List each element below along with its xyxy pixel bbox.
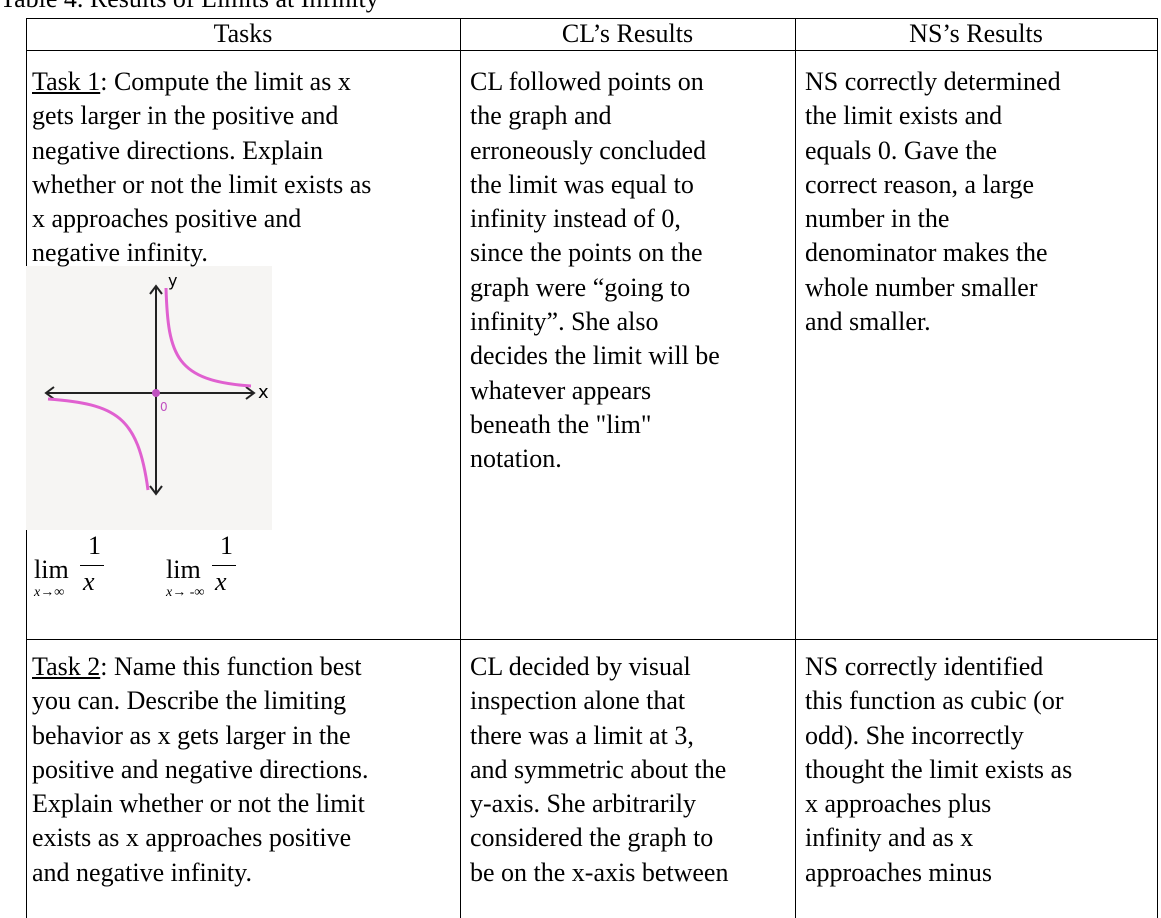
caption: Table 4. Results of Limits at Infinity [0, 0, 379, 14]
line: beneath the "lim" [470, 409, 652, 439]
line: infinity instead of 0, [470, 204, 681, 234]
line: exists as x approaches positive [32, 821, 368, 855]
text: you can. Describe the limiting [32, 686, 347, 716]
cell: CL followed points on the graph and errone… [470, 65, 720, 477]
text: : Name this function best [100, 652, 362, 681]
line: Task 1: Compute the limit as x [32, 65, 371, 99]
line: notation. [470, 444, 562, 474]
line: CL followed points on [470, 67, 704, 96]
line: Task 2: Name this function best [32, 650, 368, 684]
cell: NS correctly determined the limit exists … [805, 65, 1061, 339]
text: Explain whether or not the limit [32, 789, 365, 819]
header: NS’s Results [909, 19, 1043, 48]
line: thought the limit exists as [805, 754, 1073, 784]
fraction-bar [80, 565, 104, 566]
line: negative directions. Explain [32, 134, 371, 168]
line: NS correctly identified [805, 652, 1044, 681]
line: the limit was equal to [470, 169, 694, 199]
text: positive and negative directions. [32, 754, 369, 784]
line: y-axis. She arbitrarily [470, 789, 696, 819]
line: there was a limit at 3, [470, 720, 694, 750]
line: whole number smaller [805, 272, 1038, 302]
math-den: x [83, 567, 95, 596]
text: and negative infinity. [32, 857, 252, 887]
axis-label: y [168, 271, 177, 290]
rule [26, 639, 1158, 640]
math-lim: lim [34, 555, 69, 584]
line: denominator makes the [805, 238, 1048, 268]
rule [460, 18, 461, 918]
math-sub: x→ -∞ [166, 585, 205, 600]
cell: Task 2: Name this function best you can. … [32, 650, 368, 890]
cell: CL decided by visual inspection alone tha… [470, 650, 728, 890]
math-den: x [215, 567, 227, 596]
text: negative directions. Explain [32, 135, 323, 165]
cell: NS correctly identified this function as … [805, 650, 1072, 890]
text: whether or not the limit exists as [32, 169, 372, 199]
line: number in the [805, 204, 950, 234]
fraction-bar [212, 565, 236, 566]
header: CL’s Results [561, 19, 694, 48]
line: odd). She incorrectly [805, 720, 1024, 750]
header: Tasks [213, 19, 273, 48]
cell: Task 1: Compute the limit as x gets large… [32, 65, 371, 271]
line: you can. Describe the limiting [32, 684, 368, 718]
line: since the points on the [470, 238, 703, 268]
rule [1157, 18, 1158, 918]
line: considered the graph to [470, 823, 714, 853]
math-num: 1 [88, 531, 101, 560]
line: this function as cubic (or [805, 686, 1064, 716]
text: behavior as x gets larger in the [32, 720, 351, 750]
rule [795, 18, 796, 918]
line: negative infinity. [32, 236, 371, 270]
rule [26, 50, 1158, 51]
line: whether or not the limit exists as [32, 168, 371, 202]
line: Explain whether or not the limit [32, 787, 368, 821]
axis-label: 0 [160, 400, 168, 414]
rule [26, 18, 1158, 19]
line: approaches minus [805, 857, 993, 887]
line: graph were “going to [470, 272, 691, 302]
line: the limit exists and [805, 101, 1003, 131]
line: NS correctly determined [805, 67, 1061, 96]
line: equals 0. Gave the [805, 135, 998, 165]
task-label: Task 2 [32, 652, 101, 681]
line: x approaches plus [805, 789, 992, 819]
axis-label: x [258, 382, 269, 403]
line: whatever appears [470, 375, 652, 405]
line: decides the limit will be [470, 341, 720, 371]
line: gets larger in the positive and [32, 99, 371, 133]
line: infinity and as x [805, 823, 974, 853]
line: the graph and [470, 101, 612, 131]
line: and symmetric about the [470, 754, 727, 784]
line: and negative infinity. [32, 856, 368, 890]
text: gets larger in the positive and [32, 101, 339, 131]
line: x approaches positive and [32, 202, 371, 236]
line: infinity”. She also [470, 307, 659, 337]
line: be on the x-axis between [470, 857, 729, 887]
line: behavior as x gets larger in the [32, 719, 368, 753]
line: CL decided by visual [470, 652, 691, 681]
line: inspection alone that [470, 686, 686, 716]
text: x approaches positive and [32, 204, 302, 234]
math-num: 1 [220, 531, 233, 560]
line: positive and negative directions. [32, 753, 368, 787]
line: correct reason, a large [805, 169, 1035, 199]
math-sub: x→∞ [34, 585, 65, 600]
text: negative infinity. [32, 238, 208, 268]
math-lim: lim [166, 555, 201, 584]
task-label: Task 1 [32, 67, 101, 96]
graph: y x 0 [26, 266, 272, 530]
line: erroneously concluded [470, 135, 707, 165]
text: : Compute the limit as x [100, 67, 351, 96]
line: and smaller. [805, 307, 931, 337]
text: exists as x approaches positive [32, 823, 352, 853]
